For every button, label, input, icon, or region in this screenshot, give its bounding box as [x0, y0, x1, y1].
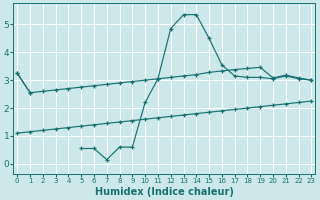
X-axis label: Humidex (Indice chaleur): Humidex (Indice chaleur)	[95, 187, 234, 197]
